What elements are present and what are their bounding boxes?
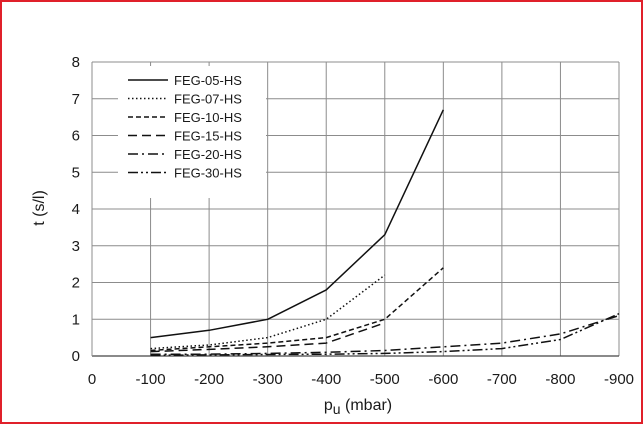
legend-label: FEG-07-HS	[174, 92, 242, 107]
legend-label: FEG-05-HS	[174, 73, 242, 88]
series-line-feg-10-hs	[150, 267, 444, 352]
y-axis-title: t (s/l)	[31, 190, 48, 226]
x-tick-label: -100	[136, 371, 166, 388]
x-axis-title: pu (mbar)	[324, 397, 392, 417]
y-tick-label: 2	[72, 275, 80, 292]
y-tick-label: 3	[72, 238, 80, 255]
legend-label: FEG-15-HS	[174, 129, 242, 144]
line-chart: 0 1 2 3 4 5 6 7 8 0 -100 -200 -300 -400 -500 -600 -700 -8…	[31, 54, 634, 417]
x-tick-label: 0	[88, 371, 96, 388]
y-tick-label: 6	[72, 128, 80, 145]
y-tick-label: 5	[72, 164, 80, 181]
legend-label: FEG-10-HS	[174, 110, 242, 125]
series-line-feg-30-hs	[150, 313, 620, 357]
x-tick-label: -700	[487, 371, 517, 388]
series-lines	[150, 109, 620, 357]
series-line-feg-15-hs	[150, 322, 386, 353]
x-axis-title-unit: (mbar)	[341, 397, 393, 414]
y-tick-label: 0	[72, 348, 80, 365]
y-tick-label: 8	[72, 54, 80, 71]
x-axis-title-subscript: u	[333, 401, 341, 417]
series-line-feg-05-hs	[150, 109, 444, 339]
series-line-feg-20-hs	[150, 314, 620, 355]
x-axis-title-symbol: p	[324, 397, 333, 414]
x-tick-label: -800	[545, 371, 575, 388]
x-tick-label: -300	[253, 371, 283, 388]
y-tick-label: 4	[72, 201, 80, 218]
legend: FEG-05-HS FEG-07-HS FEG-10-HS FEG-15-HS FEG-…	[118, 66, 266, 198]
x-tick-label: -500	[370, 371, 400, 388]
axes: 0 1 2 3 4 5 6 7 8 0 -100 -200 -300 -400 -500 -600 -700 -8…	[72, 54, 634, 388]
x-tick-label: -200	[194, 371, 224, 388]
y-tick-label: 7	[72, 91, 80, 108]
legend-label: FEG-30-HS	[174, 166, 242, 181]
x-tick-label: -900	[604, 371, 634, 388]
y-tick-label: 1	[72, 311, 80, 328]
x-tick-label: -600	[428, 371, 458, 388]
legend-label: FEG-20-HS	[174, 147, 242, 162]
x-tick-label: -400	[311, 371, 341, 388]
legend-box	[118, 66, 266, 198]
